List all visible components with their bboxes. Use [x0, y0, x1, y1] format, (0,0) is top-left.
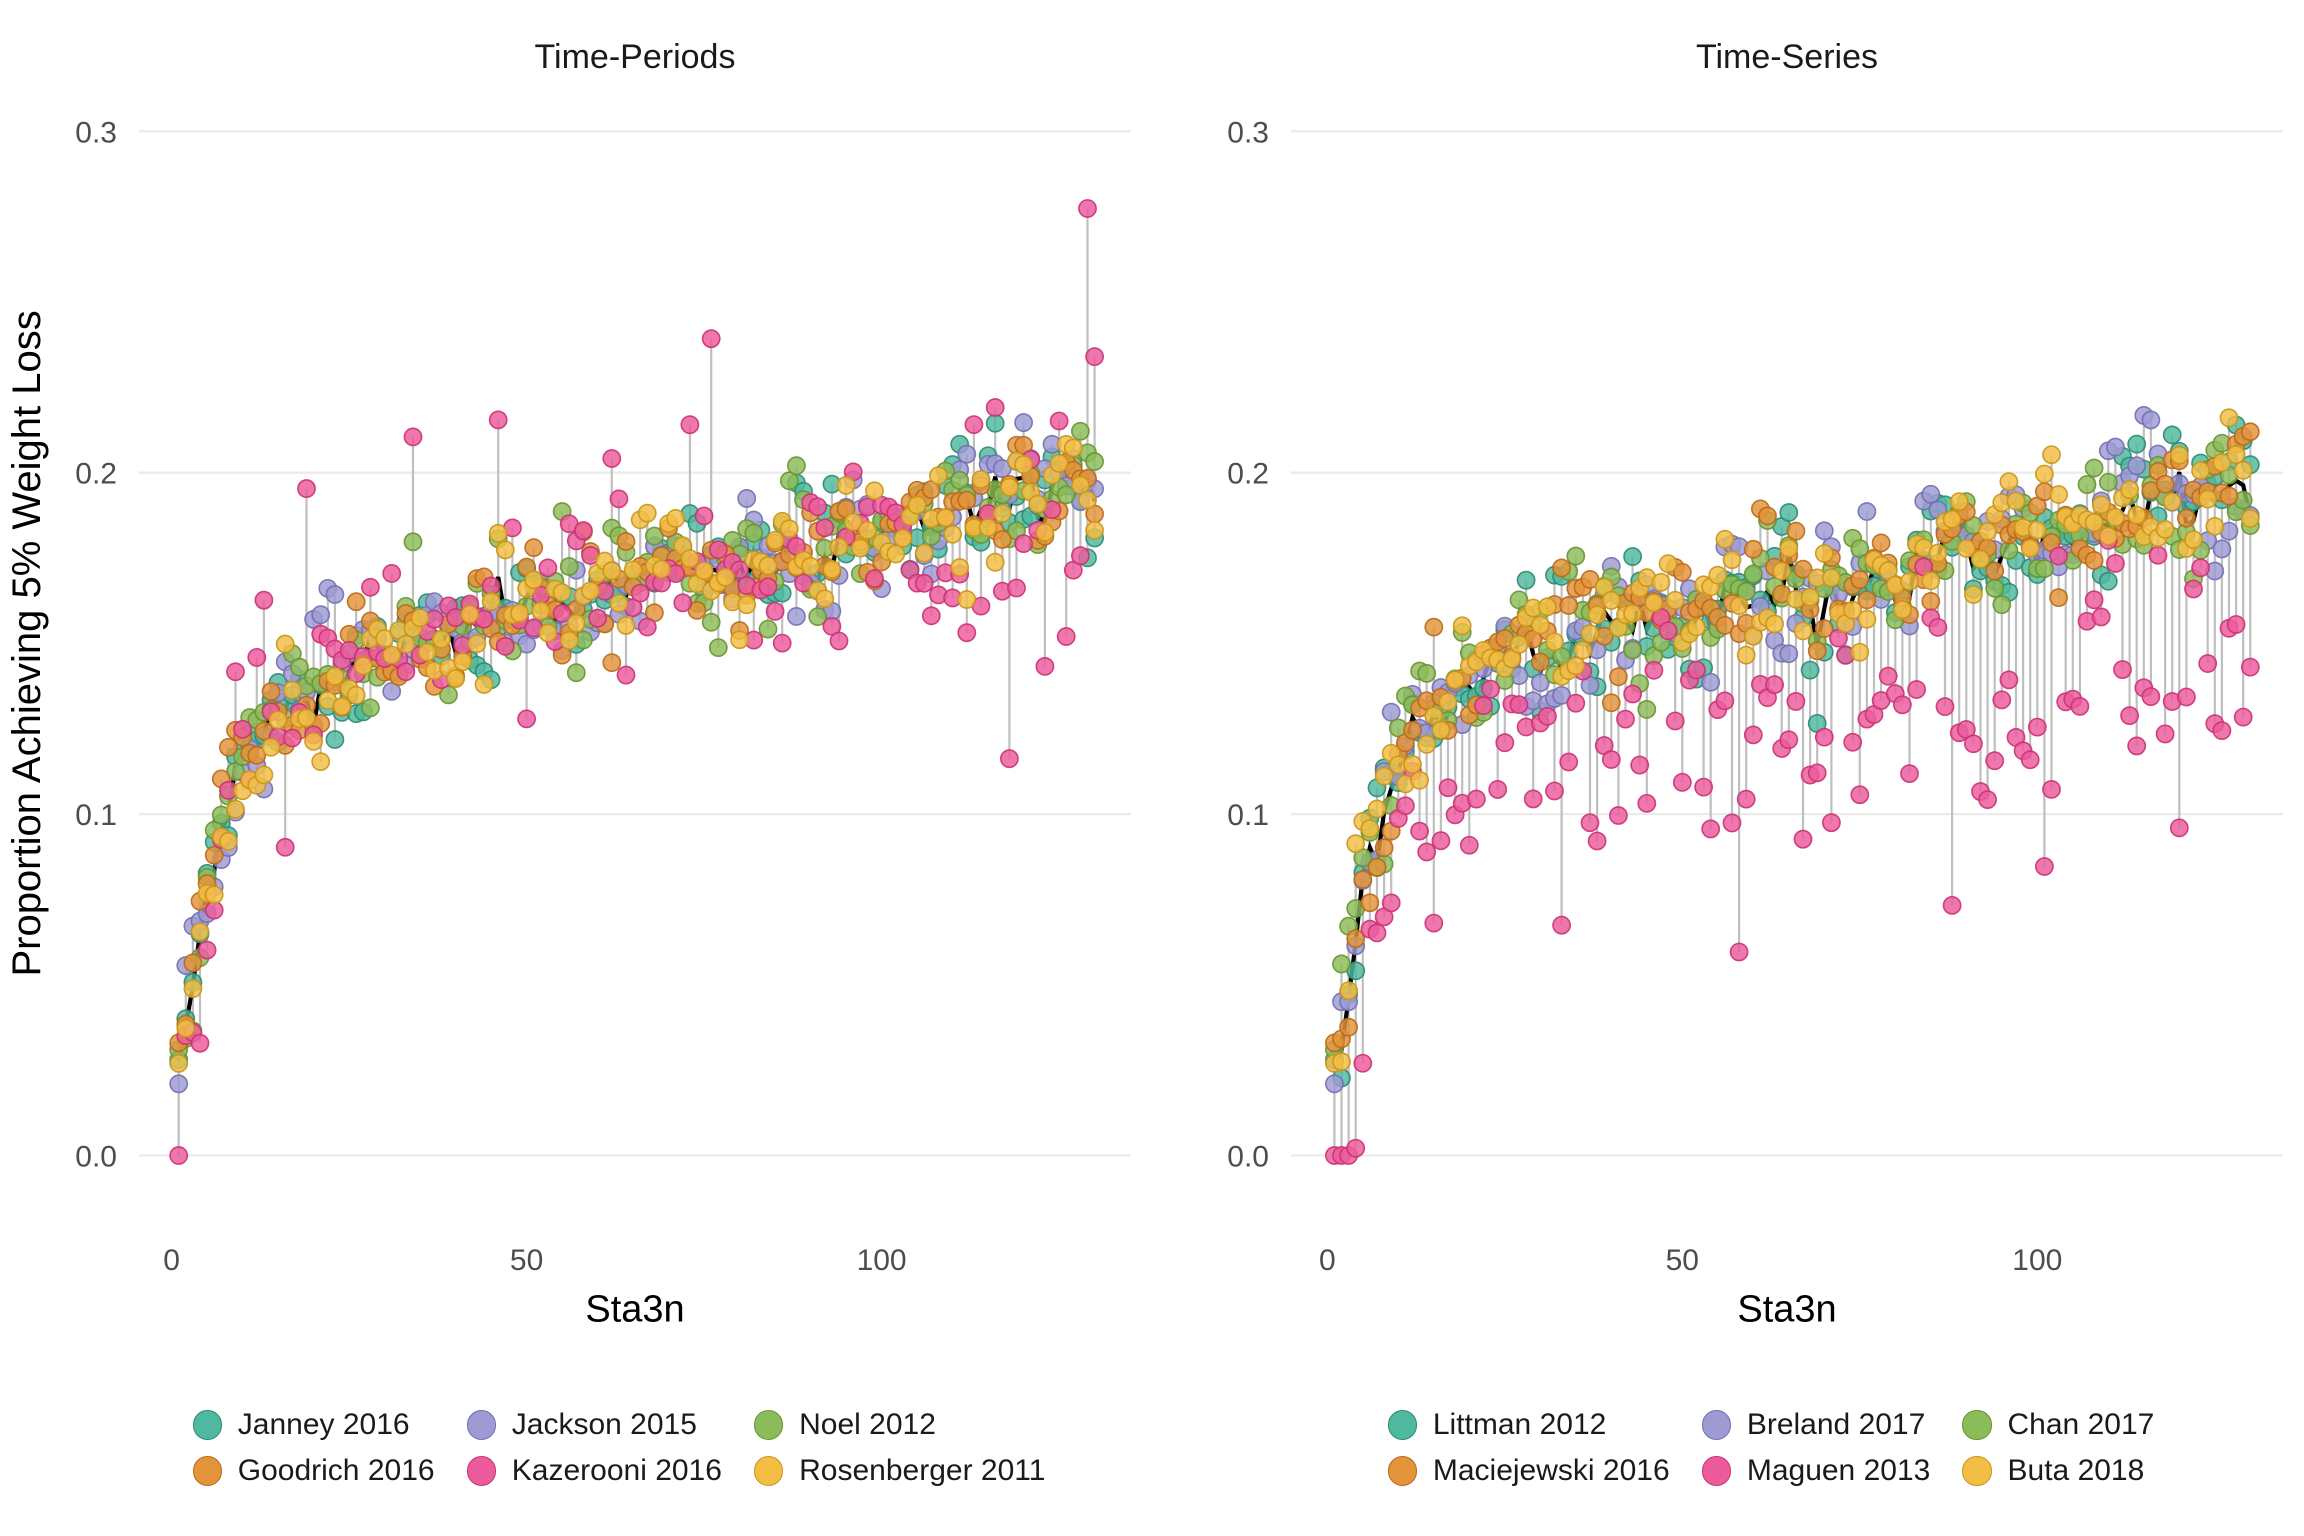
- svg-text:0: 0: [1319, 1244, 1336, 1277]
- svg-text:0.0: 0.0: [75, 1141, 117, 1174]
- svg-text:50: 50: [510, 1244, 543, 1277]
- svg-text:100: 100: [857, 1244, 907, 1277]
- svg-text:Time-Series: Time-Series: [1696, 38, 1878, 76]
- svg-text:Sta3n: Sta3n: [585, 1289, 684, 1331]
- svg-text:Time-Periods: Time-Periods: [535, 38, 736, 76]
- svg-text:Sta3n: Sta3n: [1737, 1289, 1836, 1331]
- svg-text:0.3: 0.3: [75, 116, 117, 149]
- svg-text:0.3: 0.3: [1227, 116, 1269, 149]
- svg-text:0.1: 0.1: [1227, 799, 1269, 832]
- svg-text:0.2: 0.2: [75, 458, 117, 491]
- svg-text:Proportion Achieving 5% Weight: Proportion Achieving 5% Weight Loss: [5, 310, 49, 976]
- svg-text:0: 0: [163, 1244, 180, 1277]
- svg-text:50: 50: [1666, 1244, 1699, 1277]
- svg-text:0.2: 0.2: [1227, 458, 1269, 491]
- svg-text:100: 100: [2012, 1244, 2062, 1277]
- svg-text:0.0: 0.0: [1227, 1141, 1269, 1174]
- svg-text:0.1: 0.1: [75, 799, 117, 832]
